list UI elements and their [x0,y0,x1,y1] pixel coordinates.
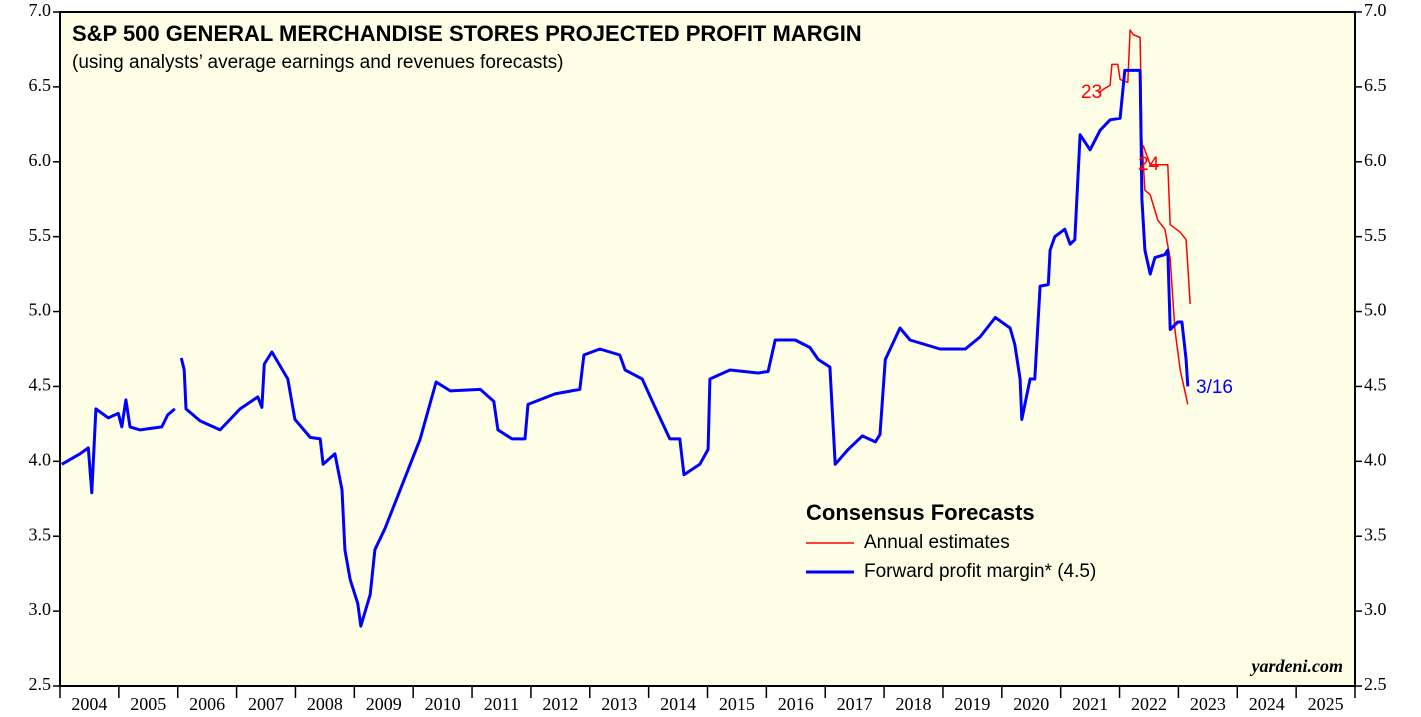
x-tick-label: 2023 [1190,694,1226,714]
series-line [1097,29,1191,405]
annotation: 24 [1138,154,1160,175]
chart-title: S&P 500 GENERAL MERCHANDISE STORES PROJE… [72,21,862,46]
x-tick-label: 2015 [719,694,755,714]
y2-tick-label: 2.5 [1364,674,1387,694]
y2-tick-label: 5.0 [1364,300,1387,320]
x-tick-label: 2012 [542,694,578,714]
annotation: 3/16 [1196,377,1233,398]
x-tick-label: 2018 [896,694,932,714]
y-tick-label: 5.0 [29,300,52,320]
x-tick-label: 2011 [484,694,519,714]
x-tick-label: 2009 [366,694,402,714]
x-tick-label: 2013 [601,694,637,714]
y-tick-label: 4.5 [29,375,52,395]
x-tick-label: 2006 [189,694,225,714]
y-tick-label: 5.5 [29,225,52,245]
legend-label: Annual estimates [864,532,1010,553]
x-tick-label: 2010 [425,694,461,714]
chart-subtitle: (using analysts’ average earnings and re… [72,52,563,73]
x-tick-label: 2005 [130,694,166,714]
legend-title: Consensus Forecasts [806,500,1035,525]
x-tick-label: 2008 [307,694,343,714]
x-tick-label: 2020 [1013,694,1049,714]
y2-tick-label: 4.5 [1364,375,1387,395]
x-tick-label: 2004 [71,694,107,714]
annotation: 23 [1081,82,1102,103]
plot-area [60,12,1355,686]
y-tick-label: 3.0 [29,599,52,619]
y2-tick-label: 6.5 [1364,75,1387,95]
y-tick-label: 4.0 [29,449,52,469]
y-tick-label: 2.5 [29,674,52,694]
y2-tick-label: 3.5 [1364,524,1387,544]
x-tick-label: 2019 [954,694,990,714]
y2-tick-label: 4.0 [1364,449,1387,469]
y2-tick-label: 3.0 [1364,599,1387,619]
x-tick-label: 2025 [1308,694,1344,714]
x-tick-label: 2014 [660,694,696,714]
plot-frame [59,11,1356,687]
y2-tick-label: 6.0 [1364,150,1387,170]
x-tick-label: 2017 [837,694,873,714]
x-tick-label: 2021 [1072,694,1108,714]
y-tick-label: 6.0 [29,150,52,170]
x-tick-label: 2024 [1249,694,1285,714]
y-tick-label: 3.5 [29,524,52,544]
x-tick-label: 2016 [778,694,814,714]
y2-tick-label: 7.0 [1364,0,1387,20]
legend-label: Forward profit margin* (4.5) [864,561,1096,582]
y-tick-label: 6.5 [29,75,52,95]
source: yardeni.com [1250,656,1344,676]
series-line [61,68,1190,628]
y2-tick-label: 5.5 [1364,225,1387,245]
x-tick-label: 2022 [1131,694,1167,714]
x-tick-label: 2007 [248,694,284,714]
y-tick-label: 7.0 [29,0,52,20]
